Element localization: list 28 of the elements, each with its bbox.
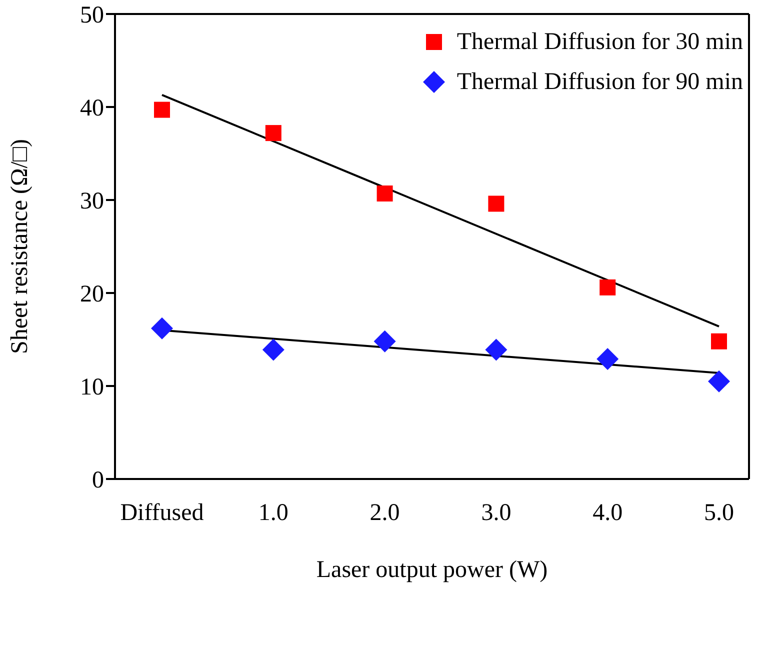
point <box>265 125 282 142</box>
point <box>596 348 619 370</box>
y-tick-label: 50 <box>80 2 104 29</box>
y-tick-label: 20 <box>80 282 104 308</box>
y-tick-label: 30 <box>80 188 104 215</box>
point <box>154 102 170 118</box>
x-tick-label: 4.0 <box>592 500 623 526</box>
x-tick-label: 2.0 <box>370 500 400 526</box>
point <box>708 370 730 392</box>
point <box>600 279 616 296</box>
point <box>711 333 727 350</box>
point <box>488 196 504 212</box>
point <box>485 338 508 361</box>
x-tick-label: 5.0 <box>704 500 734 526</box>
legend-label: Thermal Diffusion for 30 min <box>456 28 743 56</box>
x-tick-label: Diffused <box>120 500 204 526</box>
x-axis-title: Laser output power (W) <box>316 557 548 583</box>
point <box>374 330 396 352</box>
y-tick-label: 40 <box>80 96 104 122</box>
point <box>262 338 284 361</box>
x-tick-label: 1.0 <box>258 500 288 526</box>
y-tick-label: 0 <box>92 468 104 494</box>
point <box>376 185 393 202</box>
legend-label: Thermal Diffusion for 90 min <box>456 68 743 96</box>
y-axis-title: Sheet resistance (Ω/□) <box>7 139 33 354</box>
y-tick-label: 10 <box>80 374 104 401</box>
point <box>151 317 173 340</box>
x-tick-label: 3.0 <box>481 500 512 526</box>
